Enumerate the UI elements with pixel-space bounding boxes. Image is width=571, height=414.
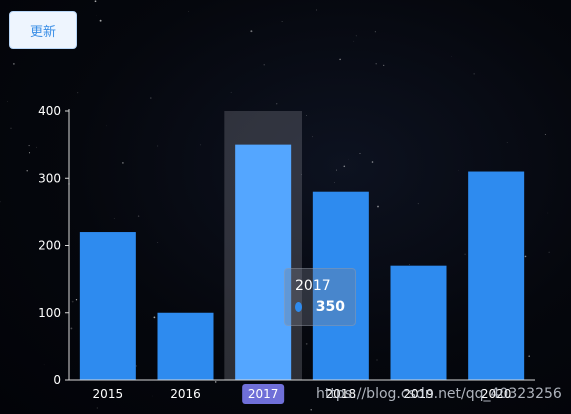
star <box>36 146 37 148</box>
star <box>70 327 73 330</box>
star <box>157 242 159 243</box>
star <box>334 182 335 183</box>
star <box>464 253 466 255</box>
bar-2017[interactable] <box>235 144 292 380</box>
star <box>312 136 313 138</box>
star <box>376 359 378 361</box>
star <box>276 103 278 105</box>
star <box>528 355 530 358</box>
tooltip-title: 2017 <box>295 278 331 294</box>
star <box>339 58 341 61</box>
star <box>153 316 156 319</box>
star <box>305 343 308 345</box>
star <box>375 63 377 65</box>
star <box>200 144 202 146</box>
star <box>316 9 318 11</box>
star <box>359 152 361 154</box>
star <box>506 142 508 144</box>
y-tick-label: 300 <box>38 171 61 185</box>
x-tick-label: 2019 <box>403 387 434 401</box>
x-tick-label: 2016 <box>170 387 201 401</box>
star <box>250 30 253 33</box>
bar-2019[interactable] <box>390 265 447 380</box>
bar-2020[interactable] <box>468 171 525 380</box>
star <box>135 365 137 367</box>
star <box>28 145 30 147</box>
star <box>7 101 8 102</box>
star <box>451 56 452 57</box>
tooltip-row: 350 <box>295 299 345 315</box>
series-color-dot <box>295 302 302 312</box>
tooltip-value: 350 <box>315 299 345 315</box>
y-tick-label: 100 <box>38 306 61 320</box>
x-tick-label: 2020 <box>481 387 512 401</box>
star <box>301 174 302 175</box>
star <box>458 170 459 171</box>
bar-2016[interactable] <box>157 312 214 380</box>
x-tick-label: 2018 <box>326 387 357 401</box>
star <box>524 255 527 258</box>
star <box>96 407 98 409</box>
star <box>150 97 152 99</box>
x-tick-label: 2015 <box>93 387 124 401</box>
star <box>96 15 97 16</box>
y-tick-label: 400 <box>38 104 61 118</box>
x-tick-label: 2017 <box>248 387 279 401</box>
star <box>10 127 12 129</box>
bar-2015[interactable] <box>79 232 136 380</box>
star <box>348 158 349 160</box>
star <box>408 264 410 266</box>
star <box>263 64 265 66</box>
star <box>122 162 124 164</box>
star <box>505 391 507 394</box>
star <box>353 40 355 42</box>
star <box>214 381 217 383</box>
star <box>26 169 28 172</box>
star <box>310 409 312 411</box>
update-button[interactable]: 更新 <box>9 11 77 49</box>
star <box>99 19 102 22</box>
star <box>94 0 97 3</box>
star <box>377 205 379 208</box>
star <box>77 92 79 94</box>
star <box>306 115 307 116</box>
watermark: https://blog.csdn.net/qq_40323256 <box>316 386 562 402</box>
star <box>113 218 115 219</box>
star <box>473 73 475 75</box>
x-label-highlight <box>242 384 285 404</box>
star <box>188 11 190 12</box>
y-tick-label: 0 <box>53 373 61 387</box>
star <box>43 364 45 366</box>
y-tick-label: 200 <box>38 239 61 253</box>
bar-2018[interactable] <box>312 191 369 380</box>
star <box>13 63 15 65</box>
star <box>383 64 385 67</box>
star <box>371 161 374 163</box>
star <box>281 21 283 22</box>
chart-tooltip: 2017 350 <box>284 268 356 326</box>
star <box>137 215 140 217</box>
star <box>75 299 78 301</box>
star <box>0 201 1 203</box>
star <box>336 169 338 171</box>
star <box>343 165 346 168</box>
star <box>374 31 376 33</box>
star <box>230 91 232 93</box>
star <box>28 152 31 154</box>
star <box>548 251 550 253</box>
star <box>157 145 159 147</box>
star <box>71 300 74 303</box>
star <box>417 203 419 205</box>
star <box>544 133 546 136</box>
star <box>355 35 357 37</box>
